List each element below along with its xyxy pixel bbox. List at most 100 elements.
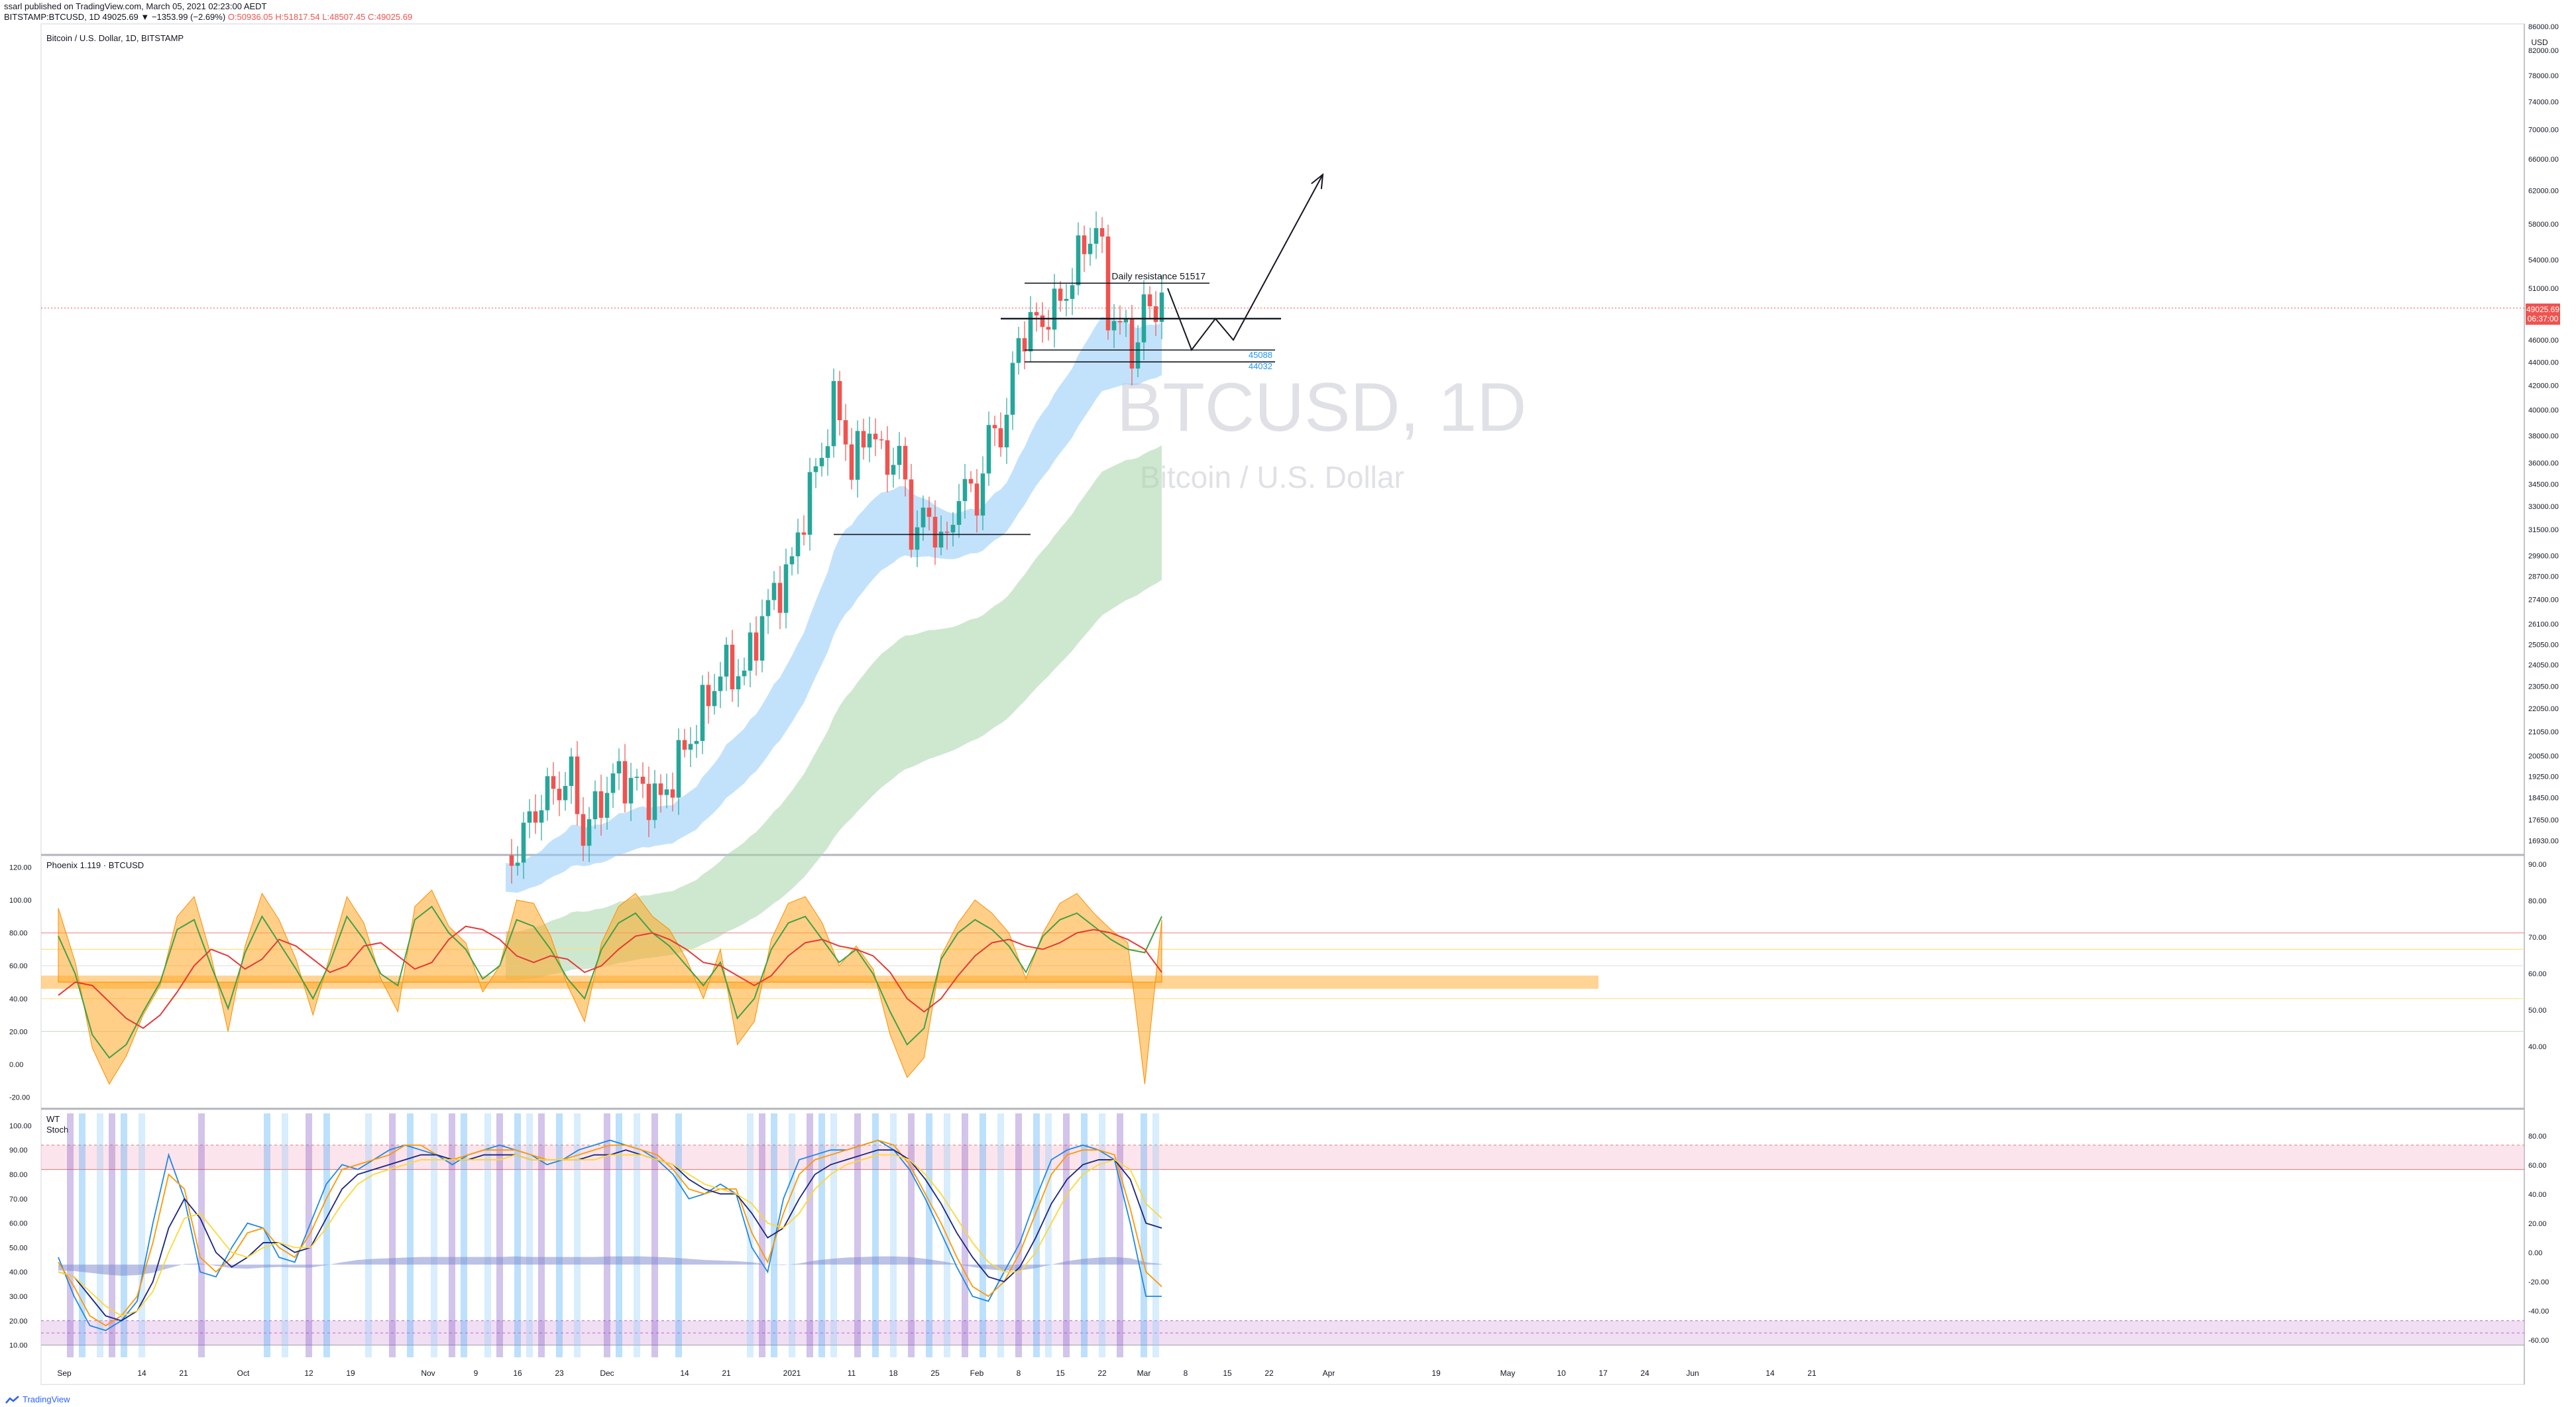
level-label: 45088 [1249,350,1272,360]
stoch-legend: Stoch [46,1125,68,1135]
candle-body [533,811,538,823]
wt-tick-left: 40.00 [9,1268,28,1276]
candle-body [801,532,807,535]
wt-tick-right: 60.00 [2528,1162,2547,1170]
wt-legend: WT [46,1114,60,1124]
candle-body [640,776,645,784]
price-tick-label: 16930.00 [2528,838,2559,846]
x-tick-label: 22 [1097,1369,1107,1378]
wt-signal-bar [198,1113,205,1357]
projection-arrowhead [1311,173,1324,190]
candle-body [682,740,687,750]
candle-body [909,479,914,550]
candle-body [551,776,556,789]
wt-signal-bar [980,1113,986,1357]
candle-body [891,465,896,475]
candle-body [1034,311,1039,315]
wt-signal-bar [675,1113,682,1357]
wt-tick-left: 20.00 [9,1318,28,1325]
wt-tick-right: 0.00 [2528,1249,2542,1257]
x-tick-label: 19 [346,1369,355,1378]
candle-body [938,532,944,548]
phoenix-tick-right: 90.00 [2528,861,2547,869]
wt-tick-left: 50.00 [9,1244,28,1252]
candle-body [1046,327,1051,330]
candle-body [688,744,693,750]
candle-body [1052,288,1057,330]
candle-body [664,789,669,795]
candle-body [974,483,980,516]
candle-body [1064,299,1069,301]
phoenix-signal-line [58,925,1162,1029]
wt-signal-bar [449,1113,455,1357]
price-tick-label: 17650.00 [2528,816,2559,824]
price-tick-label: 23050.00 [2528,683,2559,691]
candle-body [1099,228,1105,237]
candle-body [509,855,514,866]
candle-body [915,527,920,550]
wt-signal-bar [908,1113,915,1357]
candle-body [1093,228,1099,244]
phoenix-tick-left: 20.00 [9,1028,28,1036]
phoenix-tick-left: 120.00 [9,864,32,872]
phoenix-tick-left: 60.00 [9,962,28,970]
candle-body [563,785,568,801]
published-line: ssarl published on TradingView.com, Marc… [4,1,267,11]
x-tick-label: Apr [1323,1369,1335,1378]
wt-signal-bar [830,1113,837,1357]
price-tick-label: 38000.00 [2528,432,2559,440]
candle-body [1082,235,1087,254]
wt-tick-right: 80.00 [2528,1133,2547,1141]
candle-body [527,811,532,823]
price-pane[interactable]: 86000.00 82000.00 78000.00 74000.00 70000.00… [41,23,2559,980]
watermark-name: Bitcoin / U.S. Dollar [1140,460,1404,494]
wt-momentum-area [58,1256,1162,1276]
candle-body [765,600,771,616]
wt-stoch-pane[interactable]: 100.00 90.00 80.00 70.00 60.00 50.00 40.00 30.0… [9,1113,2549,1357]
candle-body [700,685,705,742]
wt-signal-bar [962,1113,968,1357]
x-tick-label: 11 [848,1369,856,1378]
x-tick-label: 12 [304,1369,313,1378]
wt-tick-left: 80.00 [9,1171,28,1179]
price-tick-label: 62000.00 [2528,187,2559,195]
x-tick-label: Mar [1137,1369,1151,1378]
price-tick-label: 54000.00 [2528,256,2559,264]
tradingview-brand: TradingView [23,1394,70,1404]
phoenix-tick-right: 70.00 [2528,934,2547,942]
price-tick-label: 19250.00 [2528,773,2559,781]
phoenix-legend: Phoenix 1.119 · BTCUSD [46,860,144,870]
candle-body [777,583,783,613]
candle-body [1022,338,1027,352]
candle-body [592,791,598,820]
tradingview-footer[interactable]: TradingView [5,1394,70,1404]
phoenix-tick-left: -20.00 [9,1094,30,1102]
phoenix-tick-right: 80.00 [2528,897,2547,905]
phoenix-pane[interactable]: 120.00 100.00 80.00 60.00 40.00 20.00 0.00 -20.… [9,861,2547,1102]
candle-body [921,507,926,528]
x-tick-label: May [1500,1369,1516,1378]
candle-body [724,644,729,677]
wt-tick-left: 30.00 [9,1293,28,1301]
price-tick-label: 46000.00 [2528,337,2559,345]
price-tick-label: 40000.00 [2528,407,2559,415]
wt-tick-left: 90.00 [9,1147,28,1154]
time-axis[interactable]: Sep 14 21 Oct 12 19 Nov 9 16 23 Dec 14 21 2021 11 18 25 F… [57,1369,1817,1378]
price-tick-label: 22050.00 [2528,705,2559,713]
wt-signal-bar [365,1113,372,1357]
candle-body [1088,243,1093,254]
candle-body [903,445,908,480]
candle-body [736,676,741,690]
candle-body [557,789,562,801]
price-tick-label: 28700.00 [2528,573,2559,581]
wt-fast-line [58,1139,1162,1331]
candle-body [950,524,956,533]
candle-body [575,756,580,815]
phoenix-tick-left: 0.00 [9,1061,23,1069]
x-tick-label: 15 [1056,1369,1065,1378]
wt-signal-bar [1141,1113,1147,1357]
candle-body [789,556,795,565]
x-tick-label: 21 [1807,1369,1817,1378]
price-tick-label: 21050.00 [2528,728,2559,736]
